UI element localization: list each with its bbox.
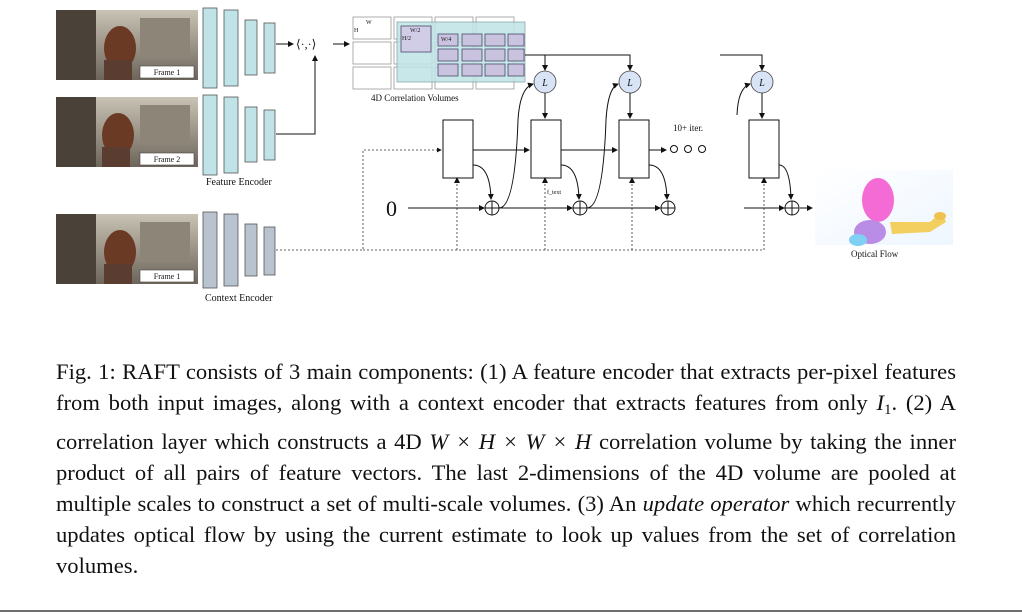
caption-line-3-pre: extracts features from only xyxy=(615,390,877,415)
context-encoder-label: Context Encoder xyxy=(205,293,273,304)
feature-encoder-bottom xyxy=(202,94,276,176)
caption-var-sub: 1 xyxy=(883,402,892,418)
corr-w-label: W xyxy=(366,20,372,26)
bottom-rule xyxy=(0,610,1022,612)
caption-line-4-post: correlation volume by taking the inner p… xyxy=(56,429,956,485)
caption-math-dims: W × H × W × H xyxy=(429,429,592,454)
frame-1-label: Frame 1 xyxy=(154,68,180,77)
optical-flow-label: Optical Flow xyxy=(851,249,899,259)
figure-caption: Fig. 1: RAFT consists of 3 main componen… xyxy=(56,356,956,581)
raft-architecture-figure: Frame 1 Frame 2 Frame 1 Feature Encoder xyxy=(56,7,953,304)
frame-1-context-image: Frame 1 xyxy=(56,214,198,284)
lookup-circle-3: L xyxy=(750,70,774,94)
context-encoder xyxy=(202,211,276,289)
correlation-volumes: W H W/2 H/2 W/4 xyxy=(352,16,526,90)
corr-volumes-label: 4D Correlation Volumes xyxy=(371,93,459,103)
caption-update-operator: update operator xyxy=(642,491,790,516)
initial-flow-zero: 0 xyxy=(386,196,397,221)
corr-w2-label: W/2 xyxy=(410,28,420,34)
caption-line-6-post: which xyxy=(789,491,851,516)
lookup-circle-2: L xyxy=(618,70,642,94)
caption-line-5: feature vectors. The last 2-dimensions o… xyxy=(56,460,956,516)
caption-line-2: per-pixel features from both input image… xyxy=(56,359,957,415)
dot-product-operator: ⟨·,·⟩ xyxy=(296,37,316,51)
update-blocks xyxy=(442,119,780,179)
iterations-label: 10+ iter. xyxy=(673,123,703,133)
svg-text:L: L xyxy=(626,78,633,89)
lookup-circle-1: L xyxy=(533,70,557,94)
feature-encoder-label: Feature Encoder xyxy=(206,177,272,188)
frame-2-label: Frame 2 xyxy=(154,155,180,164)
flow-small-label: f_text xyxy=(547,189,561,196)
caption-line-1: Fig. 1: RAFT consists of 3 main componen… xyxy=(56,359,791,384)
frame-1-image: Frame 1 xyxy=(56,10,198,80)
corr-w4-label: W/4 xyxy=(441,37,451,43)
svg-text:L: L xyxy=(541,78,548,89)
corr-h2-label: H/2 xyxy=(402,36,411,42)
caption-line-7: recurrently updates optical flow by usin… xyxy=(56,491,956,547)
caption-line-8: from the set of correlation volumes. xyxy=(56,522,956,578)
iteration-ellipsis xyxy=(670,145,706,153)
caption-var-i: I xyxy=(876,390,884,415)
feature-encoder-top xyxy=(202,7,276,89)
frame-2-image: Frame 2 xyxy=(56,97,198,167)
caption-line-3-post: . (2) A correlation layer which construc… xyxy=(56,390,956,454)
caption-line-6-pre: scales to construct a set of multi-scale… xyxy=(137,491,643,516)
svg-text:L: L xyxy=(758,78,765,89)
optical-flow-image xyxy=(815,170,953,246)
frame-1-context-label: Frame 1 xyxy=(154,272,180,281)
corr-h-label: H xyxy=(354,28,359,34)
